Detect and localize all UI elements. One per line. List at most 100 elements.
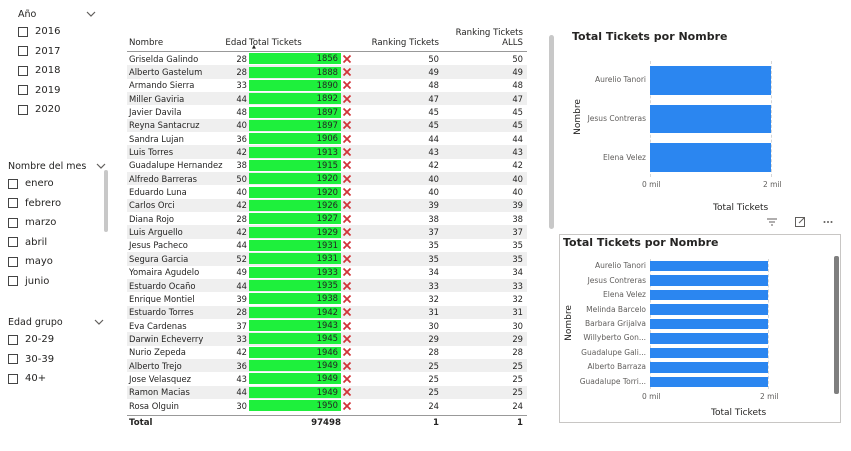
header-edad[interactable]: Edad bbox=[225, 38, 247, 48]
chevron-down-icon[interactable] bbox=[94, 317, 104, 327]
table-row[interactable]: Guadalupe Hernandez 38 1915 42 42 bbox=[127, 159, 527, 172]
table-row[interactable]: Jesus Pacheco 44 1931 35 35 bbox=[127, 239, 527, 252]
table-row[interactable]: Segura Garcia 52 1931 35 35 bbox=[127, 252, 527, 266]
chart2-bar[interactable] bbox=[650, 347, 768, 359]
cell-edad: 33 bbox=[236, 333, 247, 344]
cell-nombre: Javier Davila bbox=[129, 107, 182, 118]
cell-nombre: Ramon Macias bbox=[129, 387, 190, 398]
chart2-bar[interactable] bbox=[650, 261, 768, 272]
header-total-tickets[interactable]: Total Tickets bbox=[249, 38, 302, 48]
more-options-icon[interactable] bbox=[822, 216, 834, 228]
checkbox[interactable] bbox=[8, 334, 18, 345]
table-row[interactable]: Jose Velasquez 43 1949 25 25 bbox=[127, 372, 527, 385]
table-row[interactable]: Alberto Gastelum 28 1888 49 49 bbox=[127, 65, 527, 79]
slicer-item-year[interactable]: 2017 bbox=[18, 42, 100, 62]
slicer-item-age_group[interactable]: 40+ bbox=[8, 369, 108, 389]
table-row[interactable]: Alberto Trejo 36 1949 25 25 bbox=[127, 358, 527, 373]
checkbox[interactable] bbox=[18, 46, 28, 57]
checkbox[interactable] bbox=[18, 104, 28, 115]
cell-ranking-tickets: 49 bbox=[428, 67, 439, 78]
chart2-bar[interactable] bbox=[650, 275, 768, 286]
checkbox[interactable] bbox=[8, 237, 18, 248]
chart1-bar[interactable] bbox=[650, 143, 771, 172]
table-row[interactable]: Diana Rojo 28 1927 38 38 bbox=[127, 212, 527, 225]
cell-edad: 49 bbox=[236, 267, 247, 278]
table-row[interactable]: Alfredo Barreras 50 1920 40 40 bbox=[127, 172, 527, 186]
chart2-bar[interactable] bbox=[650, 318, 768, 330]
table-row[interactable]: Eva Cardenas 37 1943 30 30 bbox=[127, 319, 527, 332]
chart2-bar[interactable] bbox=[650, 362, 768, 373]
cell-edad: 52 bbox=[236, 253, 247, 264]
cell-ranking-tickets: 25 bbox=[428, 373, 439, 384]
slicer-item-month[interactable]: enero bbox=[8, 174, 118, 194]
table-row[interactable]: Darwin Echeverry 33 1945 29 29 bbox=[127, 332, 527, 346]
slicer-item-year[interactable]: 2020 bbox=[18, 100, 100, 120]
red-x-icon bbox=[342, 374, 352, 384]
table-row[interactable]: Estuardo Ocaño 44 1935 33 33 bbox=[127, 278, 527, 293]
table-scrollbar[interactable] bbox=[549, 35, 554, 229]
table-row[interactable]: Ramon Macias 44 1949 25 25 bbox=[127, 385, 527, 399]
data-bar: 1906 bbox=[249, 133, 341, 145]
table-row[interactable]: Luis Arguello 42 1929 37 37 bbox=[127, 225, 527, 239]
chart1-category-label: Elena Velez bbox=[603, 152, 646, 162]
table-row[interactable]: Reyna Santacruz 40 1897 45 45 bbox=[127, 118, 527, 133]
checkbox[interactable] bbox=[8, 354, 18, 365]
table-row[interactable]: Nurio Zepeda 42 1946 28 28 bbox=[127, 346, 527, 359]
checkbox[interactable] bbox=[8, 276, 18, 287]
chart1-bar[interactable] bbox=[650, 66, 771, 95]
slicer-item-age_group[interactable]: 20-29 bbox=[8, 330, 108, 350]
chart2-scrollbar[interactable] bbox=[834, 256, 839, 394]
chevron-down-icon[interactable] bbox=[86, 9, 96, 19]
table-row[interactable]: Rosa Olguin 30 1950 24 24 bbox=[127, 399, 527, 412]
table-row[interactable]: Yomaira Agudelo 49 1933 34 34 bbox=[127, 266, 527, 279]
slicer-item-month[interactable]: marzo bbox=[8, 213, 118, 233]
cell-edad: 43 bbox=[236, 373, 247, 384]
slicer-item-month[interactable]: junio bbox=[8, 272, 118, 292]
chart2-bar[interactable] bbox=[650, 376, 768, 387]
checkbox[interactable] bbox=[18, 26, 28, 37]
checkbox[interactable] bbox=[8, 217, 18, 228]
table-row[interactable]: Carlos Orci 42 1926 39 39 bbox=[127, 198, 527, 213]
slicer-item-label: 2017 bbox=[35, 45, 61, 57]
header-ranking-tickets-alls[interactable]: Ranking Tickets ALLS bbox=[455, 28, 523, 48]
cell-edad: 28 bbox=[236, 213, 247, 224]
month-slicer-scrollbar[interactable] bbox=[104, 170, 108, 232]
chart2-bar[interactable] bbox=[650, 304, 768, 315]
slicer-item-year[interactable]: 2016 bbox=[18, 22, 100, 42]
header-ranking-tickets[interactable]: Ranking Tickets bbox=[371, 38, 439, 48]
slicer-item-year[interactable]: 2019 bbox=[18, 81, 100, 101]
slicer-item-month[interactable]: abril bbox=[8, 233, 118, 253]
checkbox[interactable] bbox=[8, 256, 18, 267]
header-nombre[interactable]: Nombre bbox=[129, 38, 164, 48]
table-row[interactable]: Enrique Montiel 39 1938 32 32 bbox=[127, 292, 527, 305]
table-total-row: Total 97498 1 1 bbox=[127, 415, 527, 429]
table-row[interactable]: Luis Torres 42 1913 43 43 bbox=[127, 145, 527, 159]
cell-ranking-tickets-alls: 24 bbox=[512, 400, 523, 411]
table-row[interactable]: Griselda Galindo 28 1856 50 50 bbox=[127, 52, 527, 65]
focus-mode-icon[interactable] bbox=[794, 216, 806, 228]
checkbox[interactable] bbox=[18, 85, 28, 96]
table-row[interactable]: Estuardo Torres 28 1942 31 31 bbox=[127, 305, 527, 319]
chart1-bar[interactable] bbox=[650, 104, 771, 134]
chart2-category-label: Alberto Barraza bbox=[587, 362, 647, 372]
table-row[interactable]: Armando Sierra 33 1890 48 48 bbox=[127, 79, 527, 92]
chart2-category-label: Elena Velez bbox=[603, 290, 646, 300]
filter-icon[interactable] bbox=[766, 216, 778, 228]
slicer-item-month[interactable]: febrero bbox=[8, 194, 118, 214]
slicer-item-age_group[interactable]: 30-39 bbox=[8, 350, 108, 370]
slicer-item-year[interactable]: 2018 bbox=[18, 61, 100, 81]
table-row[interactable]: Miller Gaviria 44 1892 47 47 bbox=[127, 92, 527, 106]
table-row[interactable]: Eduardo Luna 40 1920 40 40 bbox=[127, 185, 527, 198]
checkbox[interactable] bbox=[8, 178, 18, 189]
checkbox[interactable] bbox=[8, 373, 18, 384]
table-row[interactable]: Javier Davila 48 1897 45 45 bbox=[127, 105, 527, 118]
checkbox[interactable] bbox=[8, 198, 18, 209]
checkbox[interactable] bbox=[18, 65, 28, 76]
chevron-down-icon[interactable] bbox=[96, 161, 106, 171]
chart2-category-label: Aurelio Tanori bbox=[594, 261, 646, 271]
table-row[interactable]: Sandra Lujan 36 1906 44 44 bbox=[127, 132, 527, 145]
data-bar: 1949 bbox=[249, 386, 341, 398]
slicer-item-month[interactable]: mayo bbox=[8, 252, 118, 272]
chart2-bar[interactable] bbox=[650, 333, 768, 344]
chart2-bar[interactable] bbox=[650, 289, 768, 301]
